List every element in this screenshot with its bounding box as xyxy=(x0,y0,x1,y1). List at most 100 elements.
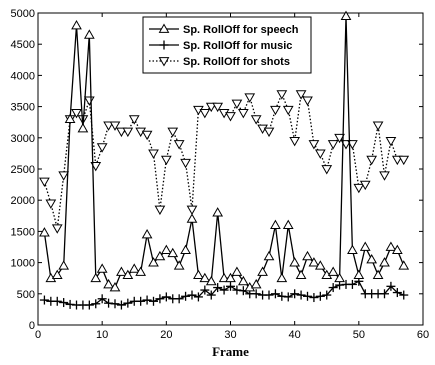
data-point xyxy=(141,130,153,141)
data-point xyxy=(347,140,358,150)
data-point xyxy=(391,155,403,166)
y-tick-label: 1000 xyxy=(11,258,35,270)
data-point xyxy=(155,294,165,304)
data-point xyxy=(186,213,198,223)
data-point xyxy=(116,127,127,138)
data-point xyxy=(314,260,326,270)
data-point xyxy=(386,281,396,291)
data-point xyxy=(160,155,172,166)
series-layer xyxy=(39,10,410,310)
data-point xyxy=(372,121,384,131)
data-point xyxy=(64,113,76,123)
data-point xyxy=(103,278,114,289)
data-point xyxy=(270,289,280,299)
data-point xyxy=(226,281,235,291)
data-point xyxy=(174,294,184,304)
data-point xyxy=(59,298,69,308)
data-point xyxy=(180,158,191,169)
data-point xyxy=(302,250,313,261)
data-point xyxy=(148,149,159,159)
data-point xyxy=(353,269,365,279)
legend-label: Sp. RollOff for speech xyxy=(183,24,299,36)
data-point xyxy=(200,285,210,295)
data-point xyxy=(123,298,133,308)
data-point xyxy=(327,140,339,150)
data-point xyxy=(372,269,384,279)
data-point xyxy=(122,269,134,279)
y-tick-label: 5000 xyxy=(11,8,35,20)
data-point xyxy=(90,162,102,172)
data-point xyxy=(379,257,390,267)
data-point xyxy=(71,19,82,30)
data-point xyxy=(282,105,294,116)
data-point xyxy=(161,292,171,302)
x-tick-label: 20 xyxy=(160,329,172,341)
data-point xyxy=(110,299,120,309)
legend: Sp. RollOff for speech Sp. RollOff for mu… xyxy=(142,16,312,74)
data-point xyxy=(308,257,320,267)
data-point xyxy=(213,283,223,293)
y-tick-label: 3500 xyxy=(11,102,35,114)
data-point xyxy=(250,278,262,289)
data-point xyxy=(251,289,261,299)
data-point xyxy=(290,289,300,299)
data-point xyxy=(173,260,185,270)
data-point xyxy=(187,290,197,300)
data-point xyxy=(276,90,288,100)
data-point xyxy=(205,275,217,286)
data-point xyxy=(154,205,166,216)
data-point xyxy=(141,229,153,239)
series-1 xyxy=(39,276,409,310)
data-point xyxy=(205,102,217,113)
data-point xyxy=(270,219,281,230)
data-point xyxy=(237,108,249,119)
data-point xyxy=(83,96,95,106)
legend-marker xyxy=(158,23,170,33)
data-point xyxy=(39,295,49,305)
data-point xyxy=(109,121,121,131)
data-point xyxy=(398,155,410,166)
data-point xyxy=(283,292,293,302)
data-point xyxy=(380,289,389,299)
data-point xyxy=(302,96,313,106)
data-point xyxy=(58,260,70,270)
data-point xyxy=(328,283,338,293)
data-point xyxy=(154,250,166,261)
data-point xyxy=(282,219,294,230)
data-point xyxy=(225,112,236,122)
data-point xyxy=(244,93,256,103)
data-point xyxy=(181,291,191,301)
data-point xyxy=(122,127,134,138)
x-tick-label: 0 xyxy=(35,329,41,341)
x-tick-label: 30 xyxy=(224,329,236,341)
data-point xyxy=(219,285,229,295)
data-point xyxy=(39,227,50,237)
data-point xyxy=(77,122,89,133)
data-point xyxy=(379,171,390,181)
data-point xyxy=(58,171,70,181)
y-tick-label: 4000 xyxy=(11,70,35,82)
data-point xyxy=(295,269,307,279)
data-point xyxy=(309,293,319,303)
data-point xyxy=(250,115,262,125)
data-point xyxy=(270,105,281,116)
data-point xyxy=(385,137,397,147)
data-point xyxy=(391,244,403,254)
data-point xyxy=(167,247,179,258)
data-point xyxy=(167,127,179,138)
data-point xyxy=(366,253,378,264)
data-point xyxy=(322,290,332,300)
data-point xyxy=(149,296,158,306)
x-tick-label: 10 xyxy=(96,329,108,341)
data-point xyxy=(148,257,159,267)
data-point xyxy=(84,300,94,310)
data-point xyxy=(263,250,275,261)
y-tick-label: 2000 xyxy=(11,195,35,207)
data-point xyxy=(212,102,224,113)
data-point xyxy=(327,266,339,276)
y-tick-label: 2500 xyxy=(11,164,35,176)
data-point xyxy=(135,266,147,276)
data-point xyxy=(263,127,275,138)
data-point xyxy=(385,241,397,251)
data-point xyxy=(39,177,50,187)
